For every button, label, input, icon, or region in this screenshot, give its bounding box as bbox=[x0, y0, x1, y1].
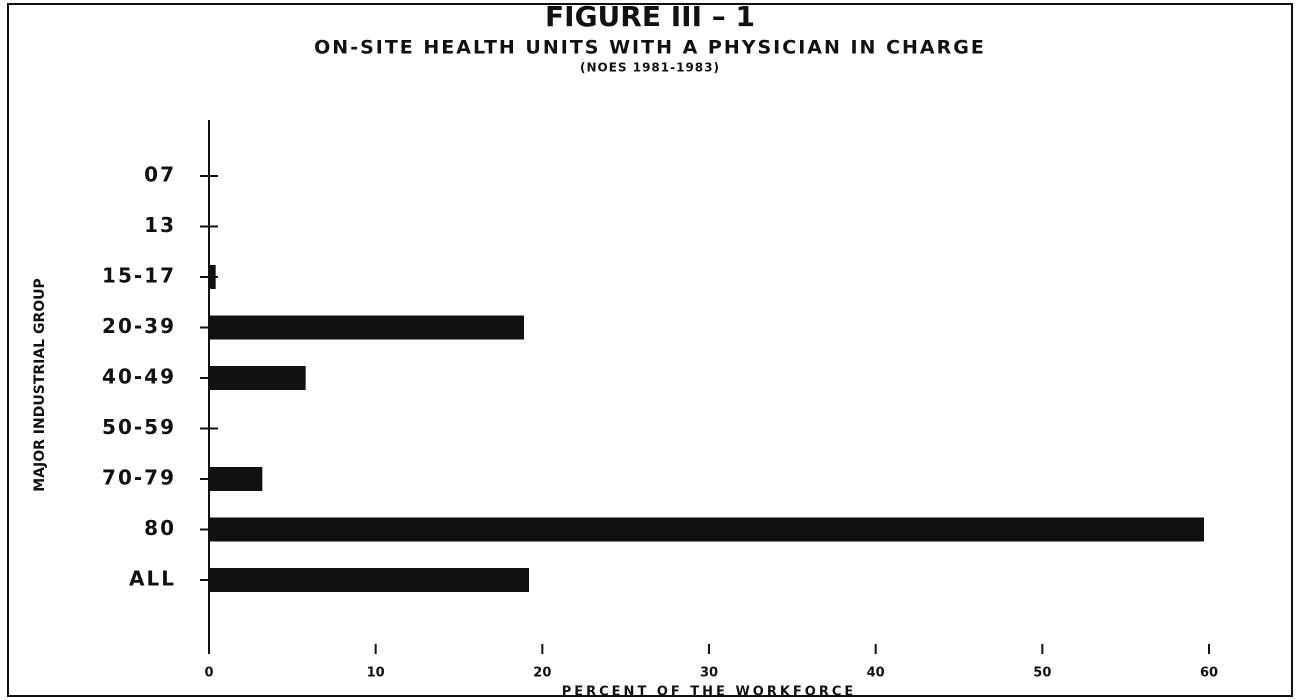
x-tick-label: 50 bbox=[1033, 666, 1051, 681]
y-tick-label: 50-59 bbox=[102, 415, 176, 439]
bar bbox=[209, 315, 524, 340]
y-tick-label: 80 bbox=[144, 516, 176, 540]
y-tick-label: 40-49 bbox=[102, 365, 176, 389]
x-tick-label: 10 bbox=[367, 666, 385, 681]
y-tick-label: 15-17 bbox=[102, 264, 176, 288]
x-axis-label: PERCENT OF THE WORKFORCE bbox=[562, 685, 857, 700]
y-tick-label: 13 bbox=[144, 213, 176, 237]
y-tick-label: 70-79 bbox=[102, 466, 176, 490]
frame bbox=[7, 3, 1293, 697]
y-axis-label: MAJOR INDUSTRIAL GROUP bbox=[32, 278, 48, 492]
bar bbox=[209, 265, 216, 289]
y-tick-label: 20-39 bbox=[102, 314, 176, 338]
chart-title: FIGURE III – 1 bbox=[545, 0, 755, 33]
chart-note: (NOES 1981-1983) bbox=[580, 61, 720, 75]
bar bbox=[209, 568, 529, 592]
x-tick-label: 0 bbox=[204, 666, 213, 681]
y-tick-label: ALL bbox=[129, 567, 176, 591]
chart-subtitle: ON-SITE HEALTH UNITS WITH A PHYSICIAN IN… bbox=[314, 37, 986, 59]
bar bbox=[209, 517, 1204, 542]
x-tick-label: 30 bbox=[700, 666, 718, 681]
bar bbox=[209, 366, 306, 390]
y-tick-label: 07 bbox=[144, 163, 176, 187]
x-tick-label: 20 bbox=[533, 666, 551, 681]
bar bbox=[209, 467, 263, 491]
x-tick-label: 40 bbox=[867, 666, 885, 681]
x-tick-label: 60 bbox=[1200, 666, 1218, 681]
